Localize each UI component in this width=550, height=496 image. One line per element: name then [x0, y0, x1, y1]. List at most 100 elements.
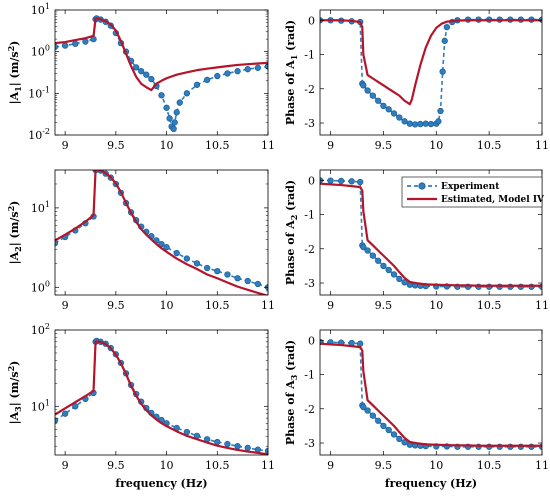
y-label-subscript: 1 — [13, 86, 23, 92]
experiment-point — [61, 42, 69, 49]
experiment-point — [203, 264, 211, 272]
x-tick-label: 9.5 — [107, 459, 125, 472]
y-label-subscript: 2 — [13, 246, 23, 252]
experiment-point — [390, 271, 398, 278]
experiment-point — [390, 431, 398, 438]
experiment-point — [170, 125, 177, 133]
experiment-point — [435, 118, 442, 125]
experiment-point — [357, 340, 364, 347]
y-tick-label: -2 — [304, 243, 315, 256]
y-label-subscript: 3 — [289, 374, 299, 380]
y-tick-label: 101 — [31, 200, 50, 215]
experiment-point — [396, 275, 403, 283]
experiment-point — [360, 243, 367, 251]
experiment-point — [158, 92, 165, 99]
y-label-subscript: 2 — [289, 215, 299, 221]
x-tick-label: 11 — [535, 139, 549, 152]
x-tick-label: 9 — [62, 299, 69, 312]
y-axis-label: |A1| (m/s2) — [6, 41, 23, 105]
experiment-point — [193, 260, 201, 267]
experiment-point — [176, 99, 183, 106]
experiment-point — [224, 271, 231, 278]
y-tick-exponent: 1 — [45, 398, 50, 407]
y-axis-label: |A2| (m/s2) — [6, 201, 23, 265]
experiment-point — [138, 68, 145, 75]
y-tick-exponent: 1 — [45, 200, 50, 209]
x-tick-label: 10.5 — [477, 139, 502, 152]
x-tick-label: 11 — [261, 459, 275, 472]
x-tick-label: 10 — [429, 299, 443, 312]
experiment-point — [214, 72, 221, 80]
y-tick-label: -3 — [304, 437, 315, 450]
y-tick-label: -1 — [304, 49, 315, 62]
experiment-line — [55, 17, 268, 131]
x-tick-label: 9 — [327, 299, 334, 312]
y-label-text: |A — [8, 91, 21, 104]
y-tick-label: -1 — [304, 369, 315, 382]
y-axis-label: Phase of A1 (rad) — [284, 20, 299, 125]
y-label-superscript: 2 — [6, 366, 16, 372]
experiment-point — [385, 106, 392, 113]
panel-ph3: 9 9.5 10 10.5 11 0 -1 -2 -3 Phase of A3 (rad) freq… — [284, 329, 549, 490]
y-tick-base: 10 — [31, 202, 45, 215]
x-tick-label: 9.5 — [107, 139, 125, 152]
experiment-point — [385, 426, 392, 434]
x-tick-label: 10 — [429, 459, 443, 472]
series-estimated — [320, 182, 542, 287]
y-tick-label: 101 — [31, 2, 50, 17]
experiment-point — [244, 277, 251, 285]
experiment-point — [143, 71, 150, 78]
estimated-line — [55, 170, 268, 295]
experiment-point — [380, 422, 387, 430]
y-tick-base: 10 — [31, 324, 45, 337]
y-tick-label: 100 — [31, 279, 50, 294]
experiment-point — [360, 403, 367, 411]
y-tick-label: -2 — [304, 403, 315, 416]
y-tick-label: 102 — [31, 322, 50, 337]
experiment-point — [374, 257, 382, 264]
legend: Experiment Estimated, Model IV — [401, 176, 545, 208]
x-tick-label: 10 — [160, 459, 174, 472]
experiment-point — [374, 97, 382, 104]
y-tick-base: 10 — [31, 400, 45, 413]
y-label-text: |A — [8, 251, 21, 264]
experiment-point — [327, 177, 334, 184]
experiment-point — [193, 81, 201, 88]
axes-frame — [319, 9, 543, 136]
y-label-text: ) — [8, 361, 21, 366]
experiment-point — [203, 76, 211, 84]
experiment-point — [385, 266, 392, 274]
x-tick-label: 10.5 — [205, 459, 230, 472]
y-tick-label: 0 — [308, 174, 315, 187]
y-label-subscript: 3 — [13, 406, 23, 412]
experiment-point — [369, 412, 377, 419]
y-tick-base: 10 — [31, 46, 45, 59]
experiment-point — [417, 120, 424, 128]
y-tick-label: 0 — [308, 14, 315, 27]
experiment-point — [61, 410, 69, 417]
experiment-point — [401, 439, 408, 446]
experiment-point — [254, 64, 262, 71]
y-axis-label: Phase of A3 (rad) — [284, 340, 299, 445]
experiment-point — [369, 252, 377, 259]
y-label-text: | (m/s — [8, 211, 21, 246]
experiment-point — [264, 63, 268, 70]
x-tick-label: 10.5 — [477, 299, 502, 312]
y-label-text: (rad) — [284, 340, 297, 375]
experiment-point — [364, 247, 371, 254]
y-tick-label: 100 — [31, 44, 50, 59]
legend-experiment-marker — [418, 182, 426, 190]
experiment-point — [360, 82, 367, 89]
y-tick-label: 10-1 — [28, 85, 50, 100]
experiment-point — [369, 92, 377, 99]
y-label-text: ) — [8, 41, 21, 46]
legend-box — [401, 176, 543, 208]
experiment-point — [173, 109, 180, 116]
axes-frame — [319, 329, 543, 456]
x-tick-label: 9.5 — [375, 459, 393, 472]
x-tick-label: 10.5 — [477, 459, 502, 472]
experiment-point — [163, 244, 170, 251]
experiment-point — [422, 120, 429, 127]
